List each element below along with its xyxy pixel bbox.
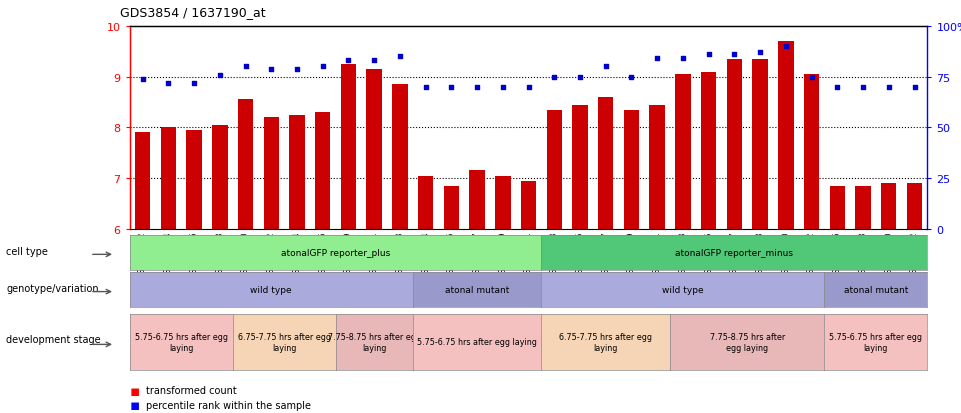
- Point: [186, 80, 202, 87]
- Text: development stage: development stage: [7, 334, 101, 344]
- Point: [778, 44, 794, 50]
- Bar: [598, 98, 613, 229]
- Text: 7.75-8.75 hrs after egg
laying: 7.75-8.75 hrs after egg laying: [328, 332, 421, 352]
- Bar: [444, 186, 459, 229]
- Bar: [495, 176, 510, 229]
- Point: [418, 84, 433, 91]
- Point: [212, 72, 228, 79]
- Point: [135, 76, 150, 83]
- Bar: [263, 118, 279, 229]
- Point: [160, 80, 176, 87]
- Bar: [469, 171, 484, 229]
- Text: percentile rank within the sample: percentile rank within the sample: [146, 400, 311, 410]
- Text: ▪: ▪: [130, 397, 140, 412]
- Point: [752, 50, 768, 57]
- Bar: [752, 60, 768, 229]
- Point: [676, 56, 691, 62]
- Point: [289, 66, 305, 73]
- Bar: [855, 186, 871, 229]
- Text: wild type: wild type: [251, 286, 292, 294]
- Point: [469, 84, 484, 91]
- Text: atonalGFP reporter_plus: atonalGFP reporter_plus: [281, 249, 390, 257]
- Text: atonal mutant: atonal mutant: [445, 286, 509, 294]
- Bar: [315, 113, 331, 229]
- Bar: [341, 65, 357, 229]
- Text: 6.75-7.75 hrs after egg
laying: 6.75-7.75 hrs after egg laying: [237, 332, 331, 352]
- Text: transformed count: transformed count: [146, 385, 236, 395]
- Bar: [573, 105, 588, 229]
- Point: [315, 64, 331, 71]
- Point: [366, 58, 382, 64]
- Point: [624, 74, 639, 81]
- Text: GDS3854 / 1637190_at: GDS3854 / 1637190_at: [120, 6, 266, 19]
- Point: [573, 74, 588, 81]
- Point: [701, 52, 716, 59]
- Bar: [676, 75, 691, 229]
- Text: atonalGFP reporter_minus: atonalGFP reporter_minus: [676, 249, 794, 257]
- Bar: [135, 133, 150, 229]
- Bar: [547, 110, 562, 229]
- Point: [392, 54, 407, 61]
- Text: atonal mutant: atonal mutant: [844, 286, 908, 294]
- Point: [855, 84, 871, 91]
- Bar: [727, 60, 742, 229]
- Text: 7.75-8.75 hrs after
egg laying: 7.75-8.75 hrs after egg laying: [709, 332, 785, 352]
- Text: 6.75-7.75 hrs after egg
laying: 6.75-7.75 hrs after egg laying: [559, 332, 653, 352]
- Point: [521, 84, 536, 91]
- Point: [727, 52, 742, 59]
- Text: 5.75-6.75 hrs after egg
laying: 5.75-6.75 hrs after egg laying: [135, 332, 228, 352]
- Point: [650, 56, 665, 62]
- Bar: [366, 70, 382, 229]
- Bar: [392, 85, 407, 229]
- Point: [547, 74, 562, 81]
- Point: [495, 84, 510, 91]
- Bar: [650, 105, 665, 229]
- Bar: [418, 176, 433, 229]
- Point: [881, 84, 897, 91]
- Bar: [624, 110, 639, 229]
- Bar: [803, 75, 820, 229]
- Bar: [701, 72, 716, 229]
- Point: [907, 84, 923, 91]
- Text: cell type: cell type: [7, 246, 48, 256]
- Text: ▪: ▪: [130, 383, 140, 398]
- Bar: [521, 181, 536, 229]
- Bar: [289, 115, 305, 229]
- Bar: [881, 184, 897, 229]
- Point: [444, 84, 459, 91]
- Point: [598, 64, 613, 71]
- Text: wild type: wild type: [662, 286, 703, 294]
- Point: [804, 74, 820, 81]
- Bar: [778, 42, 794, 229]
- Bar: [186, 131, 202, 229]
- Text: 5.75-6.75 hrs after egg
laying: 5.75-6.75 hrs after egg laying: [829, 332, 923, 352]
- Point: [829, 84, 845, 91]
- Point: [341, 58, 357, 64]
- Point: [237, 64, 253, 71]
- Bar: [160, 128, 176, 229]
- Point: [263, 66, 279, 73]
- Bar: [907, 184, 923, 229]
- Bar: [829, 186, 845, 229]
- Bar: [212, 126, 228, 229]
- Bar: [237, 100, 254, 229]
- Text: genotype/variation: genotype/variation: [7, 283, 99, 293]
- Text: 5.75-6.75 hrs after egg laying: 5.75-6.75 hrs after egg laying: [417, 337, 537, 346]
